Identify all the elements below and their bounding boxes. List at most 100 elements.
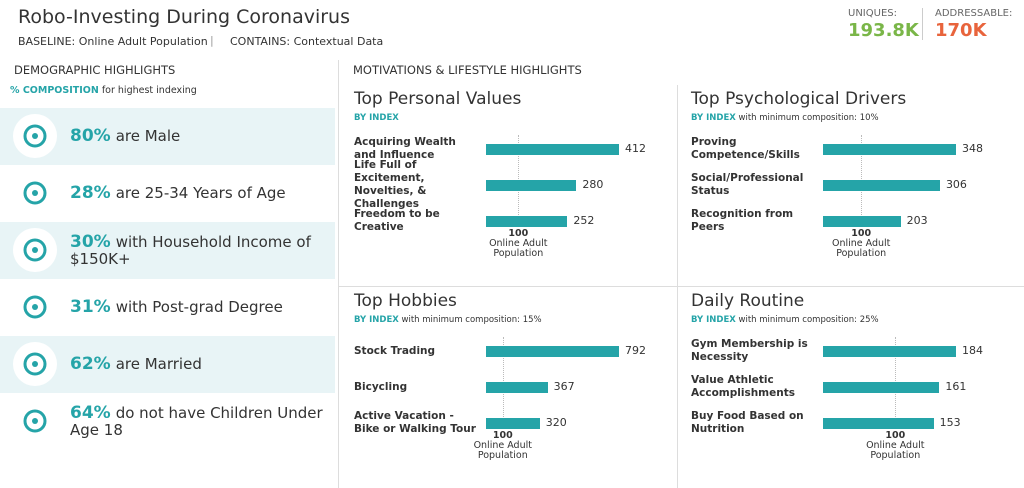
icon xyxy=(13,342,57,386)
chart-panel: Top Personal Values BY INDEX Acquiring Wea… xyxy=(340,85,676,285)
uniques-value: 193.8K xyxy=(848,20,919,41)
subtitle-text: with minimum composition: 25% xyxy=(738,315,879,325)
value-label: 306 xyxy=(945,178,967,191)
demographic-text: 64% do not have Children Under Age 18 xyxy=(70,393,325,450)
demographic-line: 62% are Married xyxy=(70,356,202,373)
bar xyxy=(823,144,956,155)
description: are 25-34 Years of Age xyxy=(115,184,286,202)
demographic-text: 30% with Household Income of $150K+ xyxy=(70,222,325,279)
chart-subtitle: BY INDEX with minimum composition: 15% xyxy=(354,315,542,325)
reference-label: Online Adult Population xyxy=(489,238,548,259)
divider xyxy=(339,286,1024,287)
value-label: 348 xyxy=(962,142,983,155)
motivations-title: MOTIVATIONS & LIFESTYLE HIGHLIGHTS xyxy=(353,63,582,77)
bar xyxy=(823,216,901,227)
reference-value: 100 xyxy=(492,430,513,441)
subtitle-key: BY INDEX xyxy=(691,113,736,123)
icon-glyph xyxy=(23,124,47,148)
icon-glyph xyxy=(23,352,47,376)
reference-label: Online Adult Population xyxy=(866,440,925,461)
category-label: Bicycling xyxy=(354,380,408,393)
bar xyxy=(486,382,548,393)
bar xyxy=(486,418,540,429)
bar xyxy=(823,382,940,393)
demographic-line: 31% with Post-grad Degree xyxy=(70,299,283,316)
value-label: 252 xyxy=(573,214,595,227)
category-label: Acquiring Wealth and Influence xyxy=(354,136,456,161)
icon xyxy=(13,285,57,329)
description: are Married xyxy=(115,355,202,373)
chart-title: Top Psychological Drivers xyxy=(691,89,907,109)
chart-title: Daily Routine xyxy=(691,291,805,311)
demographics-subtitle: % COMPOSITION for highest indexing xyxy=(10,85,197,96)
category-label: Freedom to be Creative xyxy=(354,208,440,233)
reference-value: 100 xyxy=(508,228,529,239)
percent: 80% xyxy=(70,126,111,146)
demographic-line: 28% are 25-34 Years of Age xyxy=(70,185,286,202)
subtitle-text: with minimum composition: 10% xyxy=(738,113,879,123)
demographic-text: 80% are Male xyxy=(70,108,325,165)
percent: 64% xyxy=(70,402,111,423)
value-label: 367 xyxy=(553,380,575,393)
icon xyxy=(13,171,57,215)
reference-value: 100 xyxy=(851,228,872,239)
chart-panel: Top Psychological Drivers BY INDEX with m… xyxy=(677,85,1013,285)
value-label: 280 xyxy=(582,178,604,191)
category-label: Value Athletic Accomplishments xyxy=(691,374,795,399)
demographic-row: 80% are Male xyxy=(0,108,335,165)
icon xyxy=(13,399,57,443)
percent: 31% xyxy=(70,297,111,317)
bar xyxy=(823,418,934,429)
value-label: 412 xyxy=(625,142,646,155)
icon-glyph xyxy=(23,181,47,205)
separator: | xyxy=(210,34,214,47)
demographics-title: DEMOGRAPHIC HIGHLIGHTS xyxy=(14,63,176,77)
divider xyxy=(338,60,339,488)
percent: 62% xyxy=(70,354,111,374)
demographic-row: 64% do not have Children Under Age 18 xyxy=(0,393,335,450)
bar xyxy=(486,346,619,357)
demographic-text: 62% are Married xyxy=(70,336,325,393)
bar xyxy=(486,216,568,227)
subtitle-key: % COMPOSITION xyxy=(10,85,99,96)
demographic-text: 31% with Post-grad Degree xyxy=(70,279,325,336)
subtitle-key: BY INDEX xyxy=(354,113,399,123)
demographic-row: 30% with Household Income of $150K+ xyxy=(0,222,335,279)
subtitle-key: BY INDEX xyxy=(354,315,399,325)
value-label: 792 xyxy=(625,344,646,357)
description: with Post-grad Degree xyxy=(115,298,283,316)
category-label: Proving Competence/Skills xyxy=(691,136,800,161)
demographic-row: 28% are 25-34 Years of Age xyxy=(0,165,335,222)
demographic-line: 64% do not have Children Under Age 18 xyxy=(70,402,325,439)
subtitle-text: with minimum composition: 15% xyxy=(401,315,542,325)
bar xyxy=(823,180,940,191)
chart-title: Top Hobbies xyxy=(354,291,457,311)
chart-subtitle: BY INDEX xyxy=(354,113,399,123)
icon xyxy=(13,228,57,272)
demographic-row: 62% are Married xyxy=(0,336,335,393)
addressable-label: ADDRESSABLE: xyxy=(935,8,1013,19)
page-title: Robo-Investing During Coronavirus xyxy=(18,6,350,28)
category-label: Life Full of Excitement, Novelties, & Ch… xyxy=(354,159,427,210)
description: with Household Income of $150K+ xyxy=(70,232,311,268)
chart-panel: Daily Routine BY INDEX with minimum compo… xyxy=(677,287,1013,487)
contains: CONTAINS: Contextual Data xyxy=(230,35,384,48)
demographic-row: 31% with Post-grad Degree xyxy=(0,279,335,336)
value-label: 184 xyxy=(962,344,983,357)
percent: 30% xyxy=(70,231,111,252)
icon-glyph xyxy=(23,238,47,262)
value-label: 161 xyxy=(945,380,967,393)
subtitle-text: for highest indexing xyxy=(101,85,197,96)
bar xyxy=(823,346,956,357)
bar xyxy=(486,144,619,155)
demographic-line: 80% are Male xyxy=(70,128,180,145)
bar xyxy=(486,180,577,191)
category-label: Active Vacation - Bike or Walking Tour xyxy=(354,410,476,435)
category-label: Buy Food Based on Nutrition xyxy=(691,410,804,435)
value-label: 320 xyxy=(545,416,567,429)
subtitle-key: BY INDEX xyxy=(691,315,736,325)
category-label: Recognition from Peers xyxy=(691,208,794,233)
reference-label: Online Adult Population xyxy=(831,238,891,259)
category-label: Gym Membership is Necessity xyxy=(691,338,808,363)
